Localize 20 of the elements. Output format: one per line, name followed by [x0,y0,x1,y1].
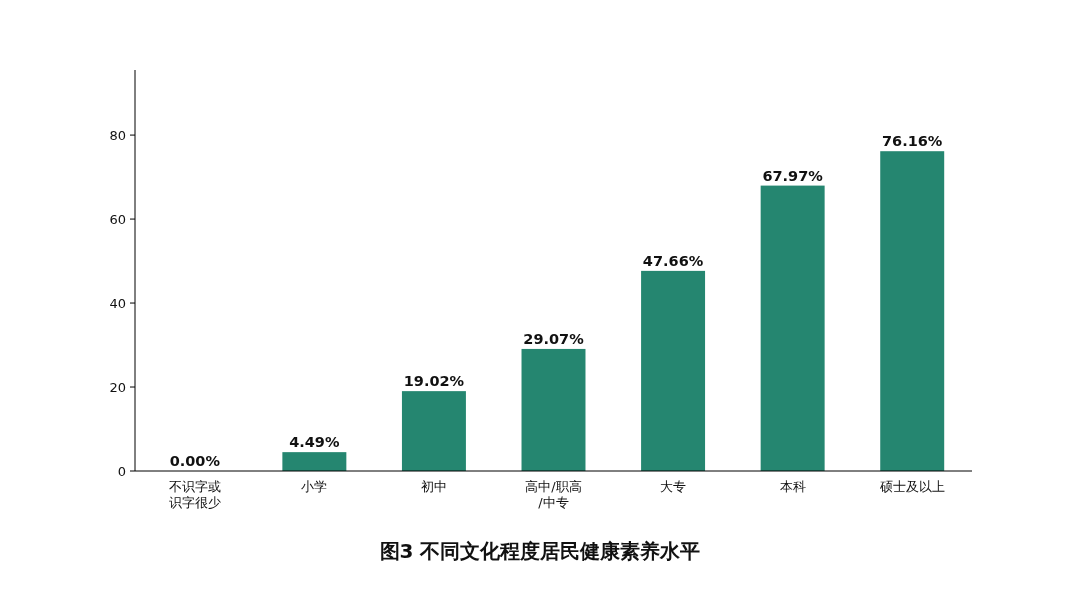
x-tick-label: 初中 [420,479,447,494]
x-tick-label: 高中/职高/中专 [525,479,582,510]
text: 图3 不同文化程度居民健康素养水平 [379,539,701,563]
data-label: 4.49% [289,434,340,451]
y-tick-label: 60 [109,211,126,227]
y-tick-label: 80 [109,127,126,143]
x-tick-label: 硕士及以上 [878,479,945,494]
y-tick-label: 40 [109,295,126,311]
data-label: 29.07% [523,330,585,347]
y-tick-label: 20 [109,379,126,395]
data-label: 67.97% [762,167,824,184]
x-tick-label: 不识字或识字很少 [168,479,221,510]
data-label: 19.02% [403,373,465,390]
data-label: 76.16% [882,133,943,150]
x-tick-label: 大专 [660,479,687,494]
x-tick-label: 小学 [301,479,328,494]
y-tick-label: 0 [117,463,126,479]
data-label: 0.00% [169,453,221,469]
data-label: 47.66% [642,252,704,269]
x-tick-label: 本科 [779,479,806,494]
